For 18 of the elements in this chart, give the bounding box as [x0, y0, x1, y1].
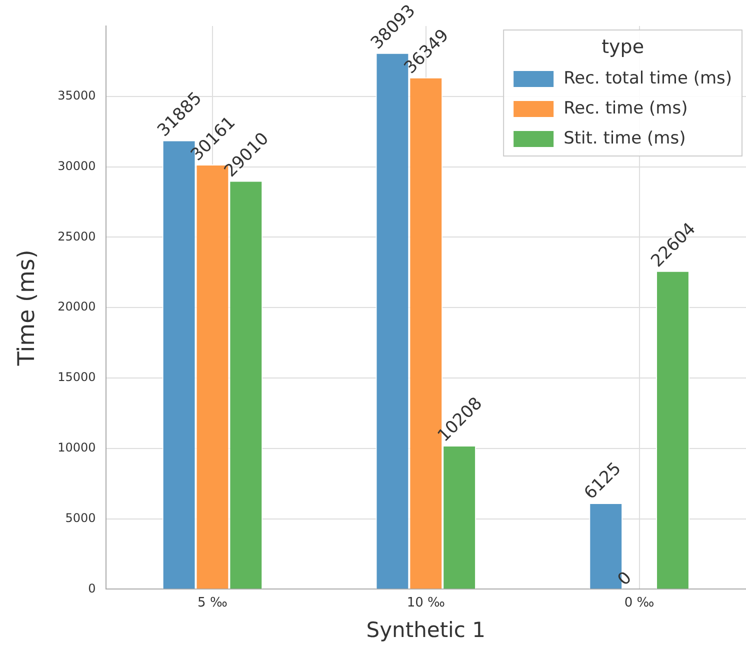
legend-label: Stit. time (ms)	[564, 128, 686, 148]
y-tick-label: 5000	[65, 510, 96, 525]
x-tick-label: 0 ‰	[624, 595, 654, 610]
y-tick-label: 0	[88, 581, 96, 596]
y-axis-title: Time (ms)	[14, 250, 40, 367]
legend-label: Rec. time (ms)	[564, 98, 688, 118]
y-tick-label: 25000	[58, 229, 96, 244]
x-tick-label: 10 ‰	[406, 595, 445, 610]
y-tick-label: 15000	[58, 370, 96, 384]
y-tick-label: 20000	[58, 300, 96, 314]
legend-title: type	[602, 36, 644, 58]
x-axis-title: Synthetic 1	[366, 618, 486, 642]
y-tick-label: 30000	[58, 158, 96, 173]
data-label: 0	[614, 568, 636, 590]
y-tick-label: 10000	[58, 440, 96, 455]
x-tick-label: 5 ‰	[198, 595, 228, 610]
y-tick-label: 35000	[58, 88, 96, 103]
legend-label: Rec. total time (ms)	[564, 68, 732, 88]
